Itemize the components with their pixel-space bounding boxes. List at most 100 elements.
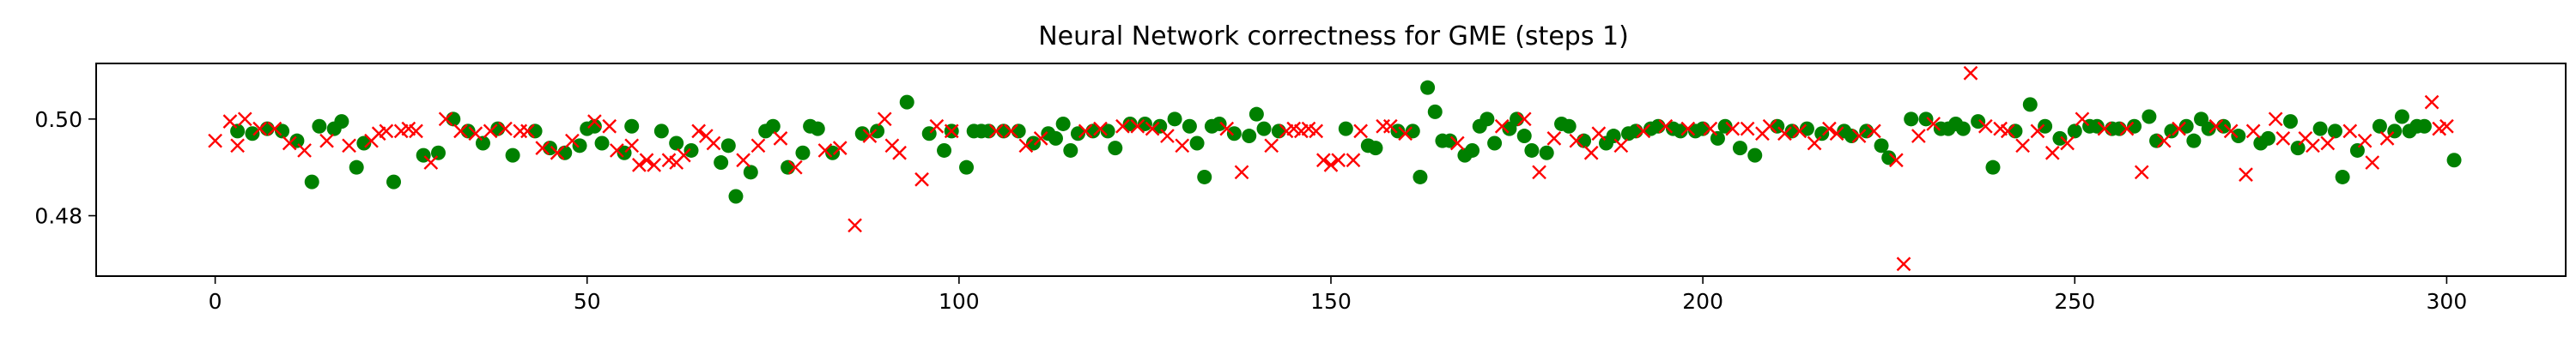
data-point-cross [2075,111,2090,127]
data-point-dot [937,142,952,158]
data-point-cross [944,123,959,139]
data-point-dot [356,135,372,151]
data-point-dot [1368,141,1383,156]
data-point-cross [2379,131,2395,146]
data-point-dot [1465,142,1480,158]
data-point-cross [1449,135,1465,151]
data-point-cross [319,133,334,148]
data-point-cross [1353,123,1368,139]
data-point-dot [981,123,997,139]
data-point-cross [624,138,640,153]
data-point-dot [720,138,736,153]
data-point-cross [691,123,707,139]
data-point-cross [1740,121,1755,136]
data-point-dot [1338,121,1353,136]
axes: 0 50 100 150 200 250 300 0.48 0.50 [34,63,2567,314]
data-point-cross [2239,167,2253,182]
data-point-dot [1167,111,1182,127]
data-point-dot [1390,123,1406,139]
data-point-dot [1844,129,1859,144]
data-point-cross [1160,129,1175,143]
data-point-cross [2245,123,2261,139]
data-point-cross [2208,118,2224,134]
data-point-cross [1896,256,1911,272]
data-point-cross [736,153,750,168]
data-point-dot [2052,130,2068,146]
data-point-dot [1189,135,1205,151]
data-point-dot [2067,123,2082,139]
data-point-dot [245,126,260,141]
x-tick-label: 50 [574,289,601,314]
data-point-cross [587,114,602,129]
data-point-cross [282,135,297,151]
data-point-cross [602,118,617,134]
data-point-dot [1048,130,1063,146]
data-point-cross [1309,123,1324,139]
data-point-cross [438,111,453,127]
data-point-cross [1315,153,1331,168]
data-point-cross [2015,138,2030,153]
data-point-cross [1033,131,1048,146]
series-1 [208,65,2454,272]
data-point-dot [1510,111,1525,127]
data-point-dot [795,145,811,160]
data-point-cross [208,133,222,148]
data-point-cross [1703,121,1718,136]
data-point-cross [1494,118,1510,134]
data-point-dot [1405,123,1420,139]
data-point-cross [1867,123,1881,139]
data-point-dot [557,145,573,160]
data-point-cross [832,141,848,155]
data-point-cross [2097,121,2112,136]
data-point-cross [1658,118,1674,134]
data-point-cross [2424,94,2439,110]
data-point-dot [714,155,729,171]
data-point-dot [1427,104,1443,119]
data-point-dot [1152,118,1168,134]
data-point-cross [1762,118,1777,134]
data-point-dot [2231,129,2246,144]
data-point-dot [1479,111,1495,127]
data-point-cross [535,141,550,155]
data-point-dot [781,159,796,175]
data-point-dot [304,174,319,190]
data-point-cross [1851,129,1867,143]
data-point-dot [1025,135,1041,151]
data-point-cross [1911,129,1926,143]
data-point-dot [825,145,841,160]
data-point-dot [1063,142,1078,158]
data-point-dot [1985,159,2001,175]
data-point-dot [1577,133,1592,148]
chart-title: Neural Network correctness for GME (step… [1038,21,1629,51]
data-point-cross [1926,117,1941,131]
data-point-dot [1710,130,1725,146]
data-point-dot [2335,169,2350,184]
data-point-cross [453,123,468,139]
data-point-dot [683,142,699,158]
data-point-dot [1271,123,1286,139]
data-point-cross [2439,118,2454,134]
data-point-dot [446,111,461,127]
data-point-dot [1516,129,1532,144]
data-point-cross [297,143,312,158]
data-point-dot [854,126,870,141]
data-point-dot [1413,169,1428,184]
data-point-cross [2134,165,2149,180]
data-point-dot [594,135,610,151]
data-point-dot [1055,116,1071,131]
data-point-dot [586,118,602,134]
data-point-cross [1546,131,1562,146]
data-point-cross [1777,126,1792,141]
data-point-cross [1145,121,1160,136]
data-point-cross [423,155,439,170]
data-point-dot [653,123,669,139]
data-point-cross [498,121,513,136]
data-point-cross [706,135,721,151]
data-point-cross [1264,138,1279,153]
data-point-dot [1070,126,1085,141]
data-point-cross [773,131,788,146]
data-point-cross [1569,133,1584,148]
data-point-dot [2127,118,2142,134]
data-point-cross [1822,121,1837,136]
data-point-dot [1918,111,1934,127]
